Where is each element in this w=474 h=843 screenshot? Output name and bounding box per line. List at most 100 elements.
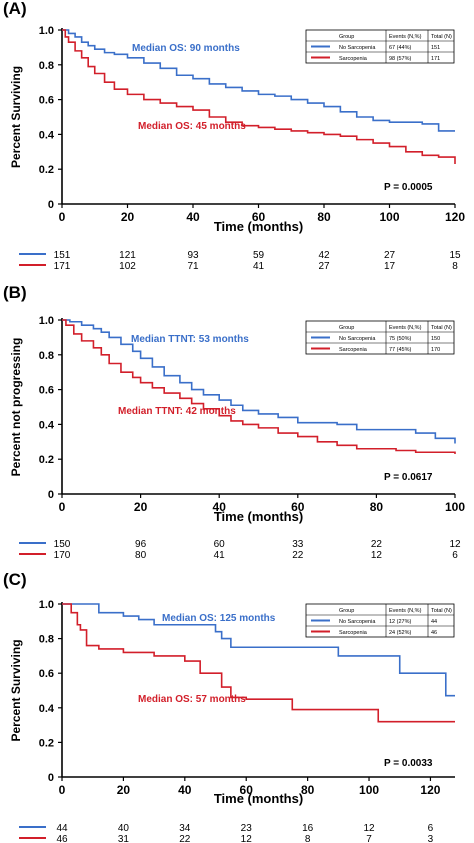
panel-label: (A) <box>3 0 27 18</box>
legend-group: Sarcopenia <box>339 347 368 353</box>
median-label-sarcopenia: Median OS: 45 months <box>138 121 246 132</box>
at-risk-value: 46 <box>56 834 68 843</box>
at-risk-value: 27 <box>384 250 396 261</box>
legend-total: 171 <box>431 56 440 62</box>
at-risk-value: 40 <box>118 823 130 834</box>
at-risk-value: 8 <box>452 261 458 272</box>
at-risk-value: 102 <box>119 261 136 272</box>
y-tick-label: 0.2 <box>39 164 54 176</box>
y-tick-label: 0.4 <box>39 419 55 431</box>
x-axis-label: Time (months) <box>214 791 303 806</box>
at-risk-value: 31 <box>118 834 130 843</box>
at-risk-value: 12 <box>371 550 383 561</box>
y-tick-label: 0 <box>48 489 54 501</box>
km-curve-sarcopenia <box>62 29 456 164</box>
panel-label: (C) <box>3 570 27 589</box>
legend-events: 75 (50%) <box>389 336 411 342</box>
legend-total: 151 <box>431 45 440 51</box>
at-risk-value: 41 <box>214 550 226 561</box>
at-risk-table: 44 40 34 23 16 12 6 46 31 22 12 8 7 3 <box>19 823 434 843</box>
legend-events: 24 (52%) <box>389 630 411 636</box>
x-tick-label: 20 <box>134 500 148 514</box>
at-risk-value: 71 <box>187 261 199 272</box>
km-panel-a: (A) 0 0.2 0.4 0.6 0.8 1.0 0 20 40 60 80 100 120 Time (… <box>3 0 465 272</box>
legend-frame <box>305 603 455 638</box>
at-risk-value: 22 <box>179 834 191 843</box>
legend-table: Group Events (N,%) Total (N) No Sarcopenia 1… <box>305 603 455 638</box>
y-tick-label: 0.2 <box>39 454 54 466</box>
legend-header: Events (N,%) <box>389 34 422 40</box>
y-tick-label: 1.0 <box>39 25 54 37</box>
legend-header: Total (N) <box>431 608 452 614</box>
at-risk-value: 59 <box>253 250 265 261</box>
y-tick-label: 0.4 <box>39 129 55 141</box>
x-tick-label: 40 <box>178 783 192 797</box>
at-risk-value: 96 <box>135 539 147 550</box>
at-risk-value: 60 <box>214 539 226 550</box>
legend-header: Group <box>339 608 354 614</box>
y-axis-label: Percent Surviving <box>9 66 23 168</box>
legend-header: Events (N,%) <box>389 325 422 331</box>
at-risk-value: 17 <box>384 261 396 272</box>
y-tick-label: 0 <box>48 772 54 784</box>
at-risk-value: 171 <box>54 261 71 272</box>
x-tick-label: 60 <box>291 500 305 514</box>
p-value-label: P = 0.0617 <box>384 472 433 483</box>
at-risk-value: 12 <box>449 539 461 550</box>
median-label-no-sarcopenia: Median OS: 125 months <box>162 613 276 624</box>
at-risk-value: 16 <box>302 823 314 834</box>
x-tick-label: 100 <box>445 500 465 514</box>
legend-group: No Sarcopenia <box>339 336 376 342</box>
km-panel-c: (C) 0 0.2 0.4 0.6 0.8 1.0 0 20 40 60 80 100 120 Time (… <box>3 570 455 843</box>
at-risk-value: 93 <box>187 250 199 261</box>
at-risk-value: 151 <box>54 250 71 261</box>
p-value-label: P = 0.0005 <box>384 182 433 193</box>
x-tick-label: 100 <box>359 783 379 797</box>
km-curve-sarcopenia <box>62 319 456 454</box>
x-tick-label: 120 <box>420 783 440 797</box>
x-tick-label: 20 <box>117 783 131 797</box>
median-label-no-sarcopenia: Median TTNT: 53 months <box>131 334 249 345</box>
at-risk-value: 44 <box>56 823 68 834</box>
legend-group: No Sarcopenia <box>339 45 376 51</box>
x-tick-label: 120 <box>445 210 465 224</box>
y-tick-label: 0.6 <box>39 95 54 107</box>
legend-group: Sarcopenia <box>339 56 368 62</box>
legend-header: Total (N) <box>431 34 452 40</box>
legend-total: 150 <box>431 336 440 342</box>
y-tick-label: 0.8 <box>39 60 54 72</box>
x-tick-label: 80 <box>317 210 331 224</box>
legend-frame <box>305 320 455 355</box>
km-curve-no-sarcopenia <box>62 29 455 132</box>
median-label-no-sarcopenia: Median OS: 90 months <box>132 43 240 54</box>
km-curve-no-sarcopenia <box>62 319 456 444</box>
legend-frame <box>305 29 455 64</box>
legend-table: Group Events (N,%) Total (N) No Sarcopenia 7… <box>305 320 455 355</box>
x-tick-label: 0 <box>59 500 66 514</box>
x-tick-label: 0 <box>59 783 66 797</box>
y-tick-label: 1.0 <box>39 599 54 611</box>
km-curve-sarcopenia <box>62 603 455 723</box>
at-risk-value: 15 <box>449 250 461 261</box>
y-tick-label: 0.6 <box>39 668 54 680</box>
panel-label: (B) <box>3 283 27 302</box>
legend-header: Group <box>339 34 354 40</box>
x-tick-label: 80 <box>301 783 315 797</box>
x-tick-label: 80 <box>370 500 384 514</box>
legend-total: 46 <box>431 630 437 636</box>
y-tick-label: 0.8 <box>39 634 54 646</box>
at-risk-value: 34 <box>179 823 191 834</box>
x-tick-label: 0 <box>59 210 66 224</box>
at-risk-value: 22 <box>292 550 304 561</box>
median-label-sarcopenia: Median OS: 57 months <box>138 694 246 705</box>
at-risk-value: 3 <box>428 834 434 843</box>
legend-group: No Sarcopenia <box>339 619 376 625</box>
legend-total: 44 <box>431 619 437 625</box>
at-risk-value: 22 <box>371 539 383 550</box>
legend-header: Group <box>339 325 354 331</box>
at-risk-value: 23 <box>241 823 253 834</box>
x-axis-label: Time (months) <box>214 509 303 524</box>
x-tick-label: 40 <box>213 500 227 514</box>
legend-events: 98 (57%) <box>389 56 411 62</box>
